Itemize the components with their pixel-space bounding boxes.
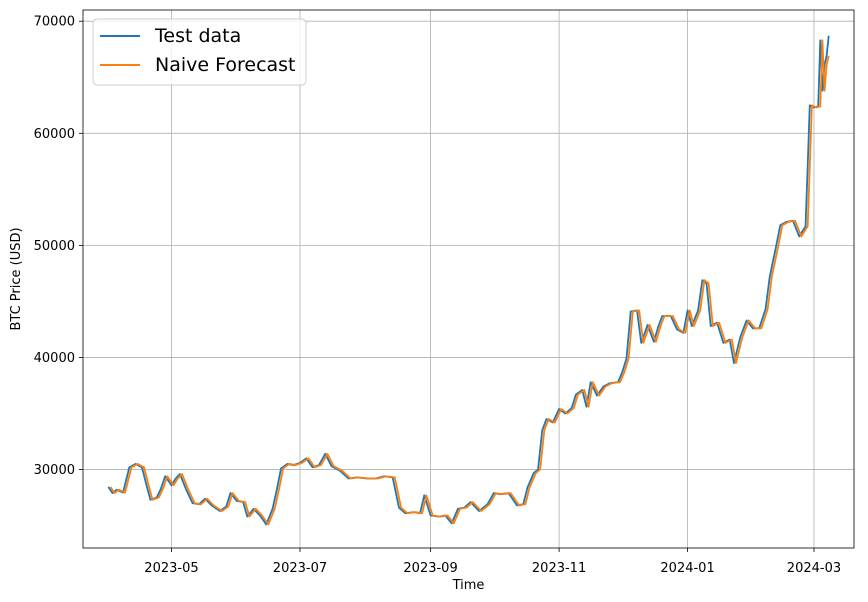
legend: Test data Naive Forecast xyxy=(92,18,307,86)
y-tick-label: 60000 xyxy=(34,127,75,142)
legend-label-naive-forecast: Naive Forecast xyxy=(155,54,296,76)
plot-area xyxy=(107,35,830,526)
series-line-naive-forecast xyxy=(109,39,830,526)
y-axis-ticks: 30000 40000 50000 60000 70000 xyxy=(34,15,83,478)
x-tick-label: 2024-01 xyxy=(660,561,714,576)
x-tick-label: 2023-07 xyxy=(273,561,327,576)
plot-frame xyxy=(82,9,855,549)
x-axis-label: Time xyxy=(452,578,485,593)
legend-label-test-data: Test data xyxy=(154,25,241,47)
x-tick-label: 2024-03 xyxy=(787,561,841,576)
series-lines xyxy=(107,35,830,526)
y-tick-label: 40000 xyxy=(34,351,75,366)
y-axis-label: BTC Price (USD) xyxy=(9,227,24,330)
y-tick-label: 50000 xyxy=(34,239,75,254)
x-axis-ticks: 2023-05 2023-07 2023-09 2023-11 2024-01 2024-… xyxy=(144,548,841,576)
x-tick-label: 2023-11 xyxy=(532,561,586,576)
legend-box xyxy=(92,18,307,86)
x-tick-label: 2023-05 xyxy=(144,561,198,576)
x-tick-label: 2023-09 xyxy=(403,561,457,576)
y-tick-label: 70000 xyxy=(34,15,75,30)
y-tick-label: 30000 xyxy=(34,463,75,478)
